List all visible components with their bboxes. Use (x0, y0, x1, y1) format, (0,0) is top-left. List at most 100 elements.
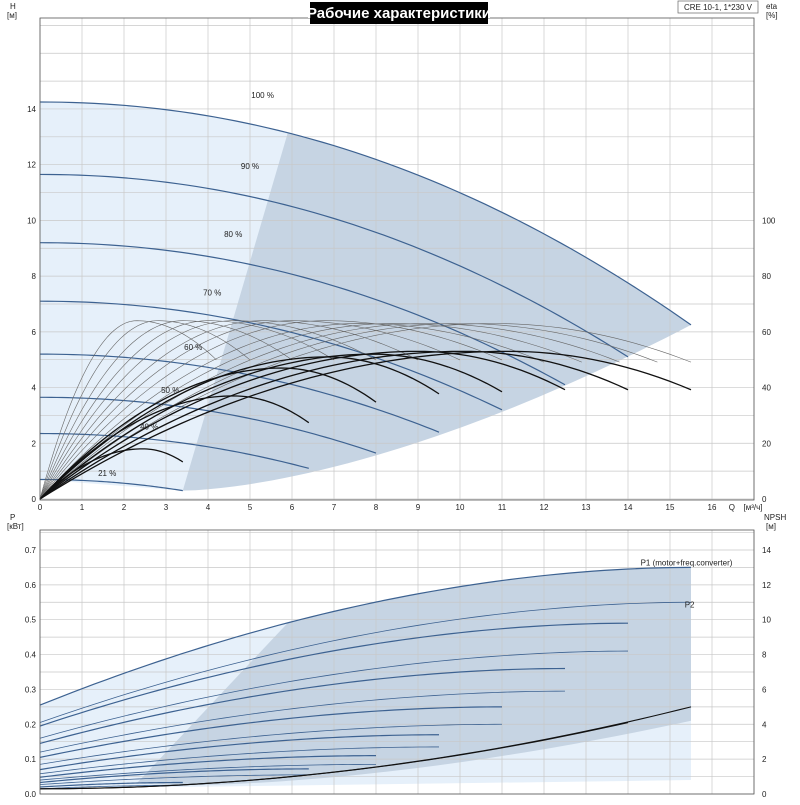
npsh-tick: 2 (762, 755, 767, 764)
eta-tick: 40 (762, 384, 771, 393)
x-tick: 9 (416, 503, 421, 512)
x-axis-unit: [м³/ч] (744, 503, 763, 512)
bottom-plot-frame (39, 529, 755, 795)
p2-curve (39, 690, 566, 753)
model-label: CRE 10-1, 1*230 V (684, 3, 753, 12)
head-curve (39, 396, 377, 454)
speed-label: 60 % (184, 343, 202, 352)
head-curve (39, 101, 692, 326)
npsh-tick: 14 (762, 546, 771, 555)
bottom-y-tick: 0.1 (25, 755, 37, 764)
npsh-tick: 12 (762, 581, 771, 590)
chart-title-box (310, 2, 488, 24)
top-y-tick: 8 (32, 272, 37, 281)
x-tick: 2 (122, 503, 127, 512)
top-y-tick: 10 (27, 216, 36, 225)
npsh-axis-label: NPSH (764, 513, 786, 522)
speed-label: 50 % (161, 386, 179, 395)
eta-tick: 20 (762, 439, 771, 448)
bottom-y-tick: 0.0 (25, 790, 37, 799)
p1-curve (39, 781, 183, 788)
top-y-tick: 6 (32, 328, 37, 337)
efficiency-curve (39, 448, 184, 500)
efficiency-curve-thin (39, 323, 692, 500)
bottom-y-axis-label: P (10, 513, 15, 522)
speed-label: 21 % (98, 469, 116, 478)
p1-curve (39, 755, 377, 778)
p1-curve (39, 734, 440, 771)
bottom-y-tick: 0.7 (25, 546, 37, 555)
x-tick: 1 (80, 503, 85, 512)
speed-label: 100 % (251, 91, 274, 100)
p1-curve (39, 706, 503, 758)
npsh-curve (39, 722, 629, 790)
x-tick: 5 (248, 503, 253, 512)
efficiency-curve (39, 395, 310, 500)
x-tick: 15 (666, 503, 675, 512)
bottom-y-tick: 0.6 (25, 581, 37, 590)
x-tick: 12 (540, 503, 549, 512)
bottom-y-tick: 0.3 (25, 685, 37, 694)
efficiency-curve-thin (39, 320, 251, 500)
bottom-y-tick: 0.4 (25, 651, 37, 660)
x-tick: 14 (624, 503, 633, 512)
x-tick: 11 (498, 503, 507, 512)
top-y-tick: 12 (27, 161, 36, 170)
p2-curve (39, 784, 183, 790)
p2-series-label: P2 (685, 600, 695, 609)
efficiency-curve (39, 367, 377, 500)
eta-tick: 100 (762, 216, 776, 225)
x-tick: 13 (582, 503, 591, 512)
top-y-axis-label: H (10, 2, 16, 11)
top-y-tick: 0 (32, 495, 37, 504)
x-tick: 6 (290, 503, 295, 512)
eta-tick: 80 (762, 272, 771, 281)
efficiency-curve (39, 350, 566, 500)
top-y-tick: 2 (32, 439, 37, 448)
efficiency-curve-thin (39, 323, 582, 500)
head-curve (39, 242, 566, 386)
top-y-tick: 4 (32, 384, 37, 393)
p2-curve (39, 763, 377, 781)
p2-curve (39, 601, 692, 723)
x-axis-label: Q (729, 503, 735, 512)
eta-axis-label: eta (766, 2, 778, 11)
x-tick: 16 (708, 503, 717, 512)
efficiency-curve (39, 350, 629, 500)
p2-curve (39, 723, 503, 765)
speed-label: 80 % (224, 230, 242, 239)
efficiency-curve-thin (39, 320, 293, 500)
npsh-tick: 4 (762, 720, 767, 729)
efficiency-curve (39, 350, 692, 500)
eta-axis-unit: [%] (766, 11, 778, 20)
p2-curve (39, 650, 629, 739)
bottom-y-tick: 0.2 (25, 720, 37, 729)
bottom-y-axis-unit: [кВт] (7, 522, 24, 531)
chart-title: Рабочие характеристики (307, 5, 491, 22)
efficiency-curve (39, 353, 503, 500)
efficiency-curve-thin (39, 320, 335, 500)
speed-label: 70 % (203, 289, 221, 298)
efficiency-curve-thin (39, 320, 503, 500)
npsh-tick: 10 (762, 616, 771, 625)
speed-label: 40 % (140, 422, 158, 431)
head-curve (39, 353, 440, 433)
x-tick: 0 (38, 503, 43, 512)
efficiency-curve-thin (39, 320, 461, 500)
top-y-tick: 14 (27, 105, 36, 114)
head-curve (39, 173, 629, 358)
p1-curve (39, 566, 692, 706)
x-tick: 3 (164, 503, 169, 512)
npsh-tick: 6 (762, 685, 767, 694)
p2-curve (39, 746, 440, 775)
operating-area-dark (182, 132, 692, 491)
p1-curve (39, 768, 309, 784)
power-area-dark (136, 567, 692, 786)
p1-curve (39, 667, 566, 745)
npsh-tick: 8 (762, 651, 767, 660)
efficiency-curve-thin (39, 323, 545, 500)
bottom-y-tick: 0.5 (25, 616, 37, 625)
efficiency-curve-thin (39, 320, 217, 500)
